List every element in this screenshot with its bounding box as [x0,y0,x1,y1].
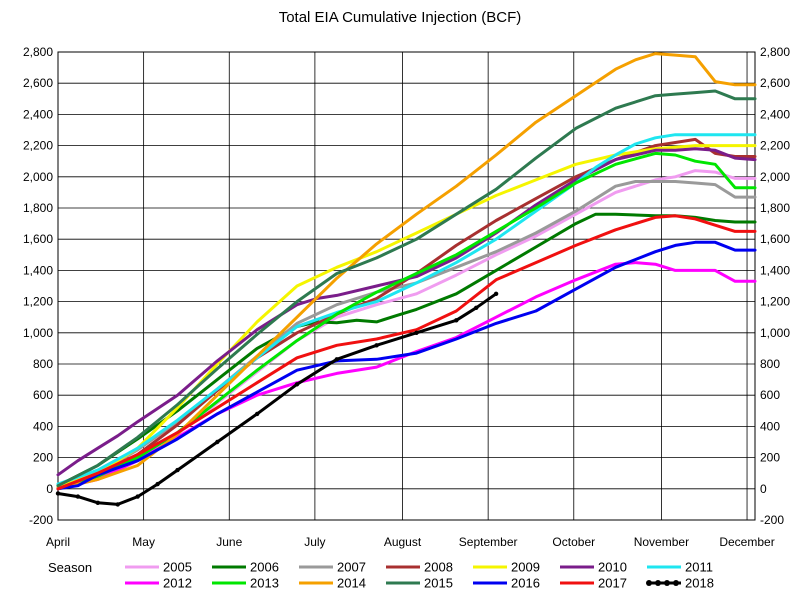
y-tick-label-left: -200 [29,513,53,527]
y-tick-label-left: 2,800 [23,45,53,59]
y-tick-label-left: 1,800 [23,201,53,215]
plot-frame [57,51,756,521]
legend-label-2016: 2016 [511,576,540,591]
x-axis: April May June July August September October No… [46,535,775,549]
legend-label-2014: 2014 [337,576,366,591]
legend-label-2010: 2010 [598,560,627,575]
x-tick-label: August [384,535,422,549]
y-tick-label-right: 400 [760,419,780,433]
legend-marker-2018 [646,580,652,586]
y-tick-label-left: 0 [46,482,53,496]
x-tick-label: December [719,535,774,549]
series-line-2016 [56,240,757,491]
point-2018 [254,411,260,417]
y-tick-label-right: 600 [760,388,780,402]
point-2018 [454,318,459,323]
point-2018 [75,494,81,499]
point-2018 [215,439,220,445]
y-axis-left: -200 0 200 400 600 800 1,000 1,200 1,400 1,600 1,8… [23,45,53,527]
series-group [55,52,757,507]
x-tick-label: July [304,535,325,549]
series-line-2011 [56,133,757,486]
grid [57,51,755,521]
legend-label-2015: 2015 [424,576,453,591]
x-tick-label: September [459,535,518,549]
point-2018 [135,494,140,499]
point-2018 [334,357,339,362]
legend-label-2011: 2011 [685,560,713,575]
y-tick-label-left: 2,400 [23,107,53,121]
series-line-2017 [56,214,757,491]
legend-label-2005: 2005 [163,560,192,575]
y-tick-label-left: 400 [33,419,53,433]
x-tick-label: October [552,535,595,549]
legend-label-2013: 2013 [250,576,279,591]
legend-label-2008: 2008 [424,560,453,575]
point-2018 [374,343,379,348]
y-tick-label-right: 1,600 [760,232,790,246]
y-tick-label-right: 2,200 [760,139,790,153]
x-tick-label: May [132,535,155,549]
point-2018 [493,291,499,296]
series-line-2008 [56,137,757,489]
series-line-2014 [56,52,757,491]
point-2018 [414,330,419,335]
y-tick-label-right: 1,200 [760,295,790,309]
legend-label-2018: 2018 [685,576,714,591]
series-line-2013 [56,151,757,491]
y-tick-label-left: 1,400 [23,263,53,277]
legend-label-2012: 2012 [163,576,192,591]
legend-title: Season [48,560,92,575]
y-tick-label-right: 1,400 [760,263,790,277]
legend-label-2006: 2006 [250,560,279,575]
y-tick-label-left: 2,200 [23,139,53,153]
y-tick-label-right: 0 [760,482,767,496]
point-2018 [115,502,120,507]
point-2018 [474,305,479,311]
y-tick-label-left: 1,200 [23,295,53,309]
point-2018 [95,500,101,506]
x-tick-label: November [634,535,689,549]
series-line-2015 [56,89,757,488]
y-tick-label-right: 2,800 [760,45,790,59]
point-2018 [55,491,61,496]
y-tick-label-left: 600 [33,388,53,402]
legend-label-2017: 2017 [598,576,627,591]
legend-marker-2018 [673,580,679,586]
chart-title: Total EIA Cumulative Injection (BCF) [279,9,522,26]
series-line-2018 [56,292,498,506]
legend: Season 2005 2006 2007 2008 2009 2010 2011 2012 2… [48,560,714,591]
y-tick-label-right: 2,400 [760,107,790,121]
y-tick-label-right: 2,000 [760,170,790,184]
y-tick-label-right: -200 [760,513,784,527]
legend-label-2009: 2009 [511,560,540,575]
point-2018 [294,382,300,387]
y-tick-label-left: 2,000 [23,170,53,184]
legend-marker-2018 [655,580,661,586]
y-tick-label-left: 1,000 [23,326,53,340]
y-tick-label-right: 1,800 [760,201,790,215]
x-tick-label: June [216,535,242,549]
y-tick-label-left: 2,600 [23,76,53,90]
point-2018 [155,481,160,487]
y-tick-label-right: 200 [760,451,780,465]
y-tick-label-left: 200 [33,451,53,465]
y-tick-label-right: 2,600 [760,76,790,90]
y-axis-right: -200 0 200 400 600 800 1,000 1,200 1,400 1,600 1,8… [760,45,790,527]
y-tick-label-right: 800 [760,357,780,371]
point-2018 [175,467,180,473]
legend-label-2007: 2007 [337,560,366,575]
legend-marker-2018 [664,580,670,586]
y-tick-label-left: 1,600 [23,232,53,246]
x-tick-label: April [46,535,70,549]
y-tick-label-right: 1,000 [760,326,790,340]
y-tick-label-left: 800 [33,357,53,371]
